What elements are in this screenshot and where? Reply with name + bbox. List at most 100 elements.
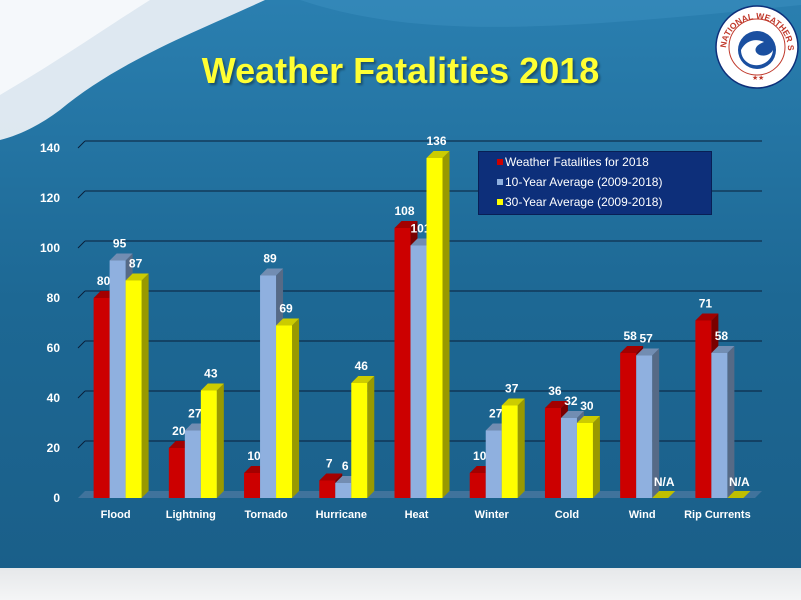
bar-top (351, 376, 375, 383)
bar-top (576, 416, 600, 423)
data-label: 10 (473, 449, 487, 463)
data-label: 6 (342, 459, 349, 473)
bar (695, 320, 712, 498)
x-tick-label: Flood (101, 509, 131, 521)
bar-side (216, 383, 224, 498)
bar-side (367, 376, 375, 498)
bar (168, 448, 185, 498)
bar-top (695, 313, 719, 321)
data-label: 136 (426, 134, 446, 148)
data-label: 57 (639, 332, 653, 346)
bar-side (517, 398, 525, 498)
bar-top (319, 473, 343, 481)
bar (485, 430, 502, 498)
y-tick-label: 80 (47, 291, 61, 305)
footer-bar (0, 568, 801, 600)
x-tick-label: Lightning (166, 509, 216, 521)
svg-text:★: ★ (758, 74, 764, 82)
data-label: 27 (489, 407, 503, 421)
data-label: 27 (188, 407, 202, 421)
legend-swatch-blue (497, 178, 503, 185)
data-label: 71 (699, 297, 713, 311)
svg-text:★: ★ (752, 74, 758, 82)
data-label: N/A (654, 475, 675, 489)
bar-top (544, 401, 568, 408)
data-label: N/A (729, 475, 750, 489)
bar-side (727, 346, 735, 498)
gridline (77, 290, 86, 299)
bar (544, 408, 561, 498)
bar-side (292, 318, 300, 498)
data-label: 80 (97, 274, 111, 288)
bar (576, 423, 593, 498)
legend-item-10yr: 10-Year Average (2009-2018) (497, 175, 662, 189)
bar (636, 355, 653, 498)
bar-top (501, 398, 525, 406)
data-label: 46 (355, 359, 369, 373)
data-label: 10 (247, 449, 261, 463)
y-tick-label: 140 (40, 141, 60, 155)
data-label: 108 (394, 204, 414, 218)
bar-top (260, 268, 284, 276)
bar (335, 483, 352, 498)
x-tick-label: Heat (405, 509, 429, 521)
gridline (77, 190, 86, 199)
bar-top (620, 346, 644, 353)
chart-legend: Weather Fatalities for 2018 10-Year Aver… (478, 151, 712, 215)
bar-top (426, 151, 450, 158)
legend-item-30yr: 30-Year Average (2009-2018) (497, 195, 662, 209)
nws-logo: NATIONAL WEATHER SERVICE ★ ★ (714, 4, 799, 89)
bar (319, 480, 336, 498)
y-tick-label: 120 (40, 191, 60, 205)
bar (125, 280, 142, 498)
data-label: 58 (715, 329, 729, 343)
bar-top (200, 383, 224, 391)
bar-side (141, 273, 149, 498)
bar (244, 473, 261, 498)
legend-label: Weather Fatalities for 2018 (505, 155, 649, 169)
data-label: 89 (263, 252, 277, 266)
bar (394, 228, 411, 498)
bar (351, 383, 368, 498)
x-tick-label: Rip Currents (684, 509, 751, 521)
bar (109, 260, 126, 498)
bar-side (442, 151, 450, 498)
gridline (77, 140, 86, 149)
data-label: 37 (505, 382, 519, 396)
gridline (77, 390, 86, 399)
bar (200, 390, 217, 498)
bar (711, 353, 728, 498)
bar (469, 473, 486, 498)
x-tick-label: Cold (555, 509, 579, 521)
bar-top (109, 253, 133, 261)
bar-top (560, 411, 584, 418)
x-tick-label: Hurricane (316, 509, 367, 521)
bar (184, 430, 201, 498)
bar (501, 405, 518, 498)
legend-label: 30-Year Average (2009-2018) (505, 195, 663, 209)
bar (260, 275, 277, 498)
bar-na (727, 491, 751, 498)
bar (276, 325, 293, 498)
y-tick-label: 20 (47, 441, 61, 455)
legend-label: 10-Year Average (2009-2018) (505, 175, 663, 189)
y-tick-label: 40 (47, 391, 61, 405)
bar (620, 353, 637, 498)
legend-item-2018: Weather Fatalities for 2018 (497, 155, 649, 169)
data-label: 43 (204, 367, 218, 381)
bar-top (711, 346, 735, 353)
bar (426, 158, 443, 498)
data-label: 30 (580, 399, 594, 413)
bar (410, 245, 427, 498)
y-tick-label: 100 (40, 241, 60, 255)
gridline (77, 440, 86, 449)
bar-top (394, 221, 418, 228)
x-tick-label: Winter (475, 509, 510, 521)
legend-swatch-red (497, 158, 503, 165)
legend-swatch-yellow (497, 198, 503, 205)
bar (93, 298, 110, 498)
gridline (77, 340, 86, 349)
bar-side (592, 416, 600, 498)
bar-top (125, 273, 149, 281)
